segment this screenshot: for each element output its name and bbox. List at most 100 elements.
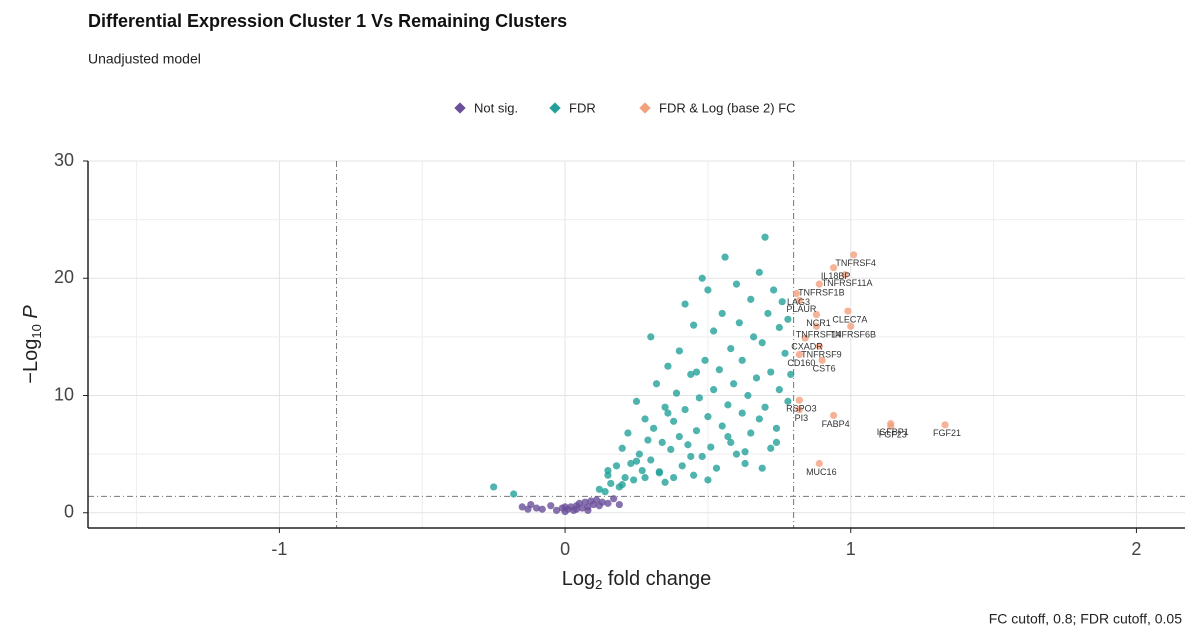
point-label: NCR1: [806, 318, 831, 328]
data-point: [532, 504, 541, 512]
data-point: [612, 462, 621, 470]
data-point: [724, 401, 732, 409]
data-point: [747, 429, 755, 437]
data-point: [655, 468, 663, 476]
data-point: [610, 495, 618, 503]
data-point: [778, 298, 786, 306]
data-point: [830, 411, 838, 420]
x-axis-title-part: 2: [595, 577, 602, 592]
data-point: [552, 506, 561, 515]
point-label: TNFRSF14: [796, 330, 842, 340]
data-point: [721, 253, 729, 261]
data-point: [781, 349, 789, 357]
data-point: [815, 459, 823, 468]
legend-label: FDR: [569, 100, 596, 115]
data-point: [770, 286, 778, 294]
data-point: [624, 429, 632, 437]
data-point: [670, 417, 678, 425]
chart-subtitle: Unadjusted model: [88, 51, 201, 67]
data-point: [692, 368, 701, 376]
data-point: [732, 280, 741, 288]
data-point: [744, 391, 752, 400]
point-label: TNFRSF6B: [830, 330, 877, 340]
data-point: [698, 274, 706, 282]
y-axis-title-part: 10: [29, 324, 44, 338]
data-point: [847, 322, 855, 330]
x-axis-title-part: Log: [562, 568, 595, 590]
data-point: [712, 464, 721, 472]
data-point: [772, 438, 781, 447]
data-point: [684, 441, 692, 449]
data-point: [732, 450, 741, 458]
data-point: [761, 233, 769, 241]
data-point: [675, 347, 683, 355]
data-point: [727, 438, 735, 447]
point-label: IL18BP: [821, 271, 851, 281]
data-point: [690, 471, 698, 479]
data-point: [604, 466, 612, 475]
data-point: [701, 356, 709, 364]
data-point: [690, 321, 698, 329]
data-point: [941, 421, 949, 429]
data-point: [664, 409, 672, 417]
data-point: [724, 432, 732, 441]
point-label: PI3: [795, 413, 809, 423]
data-point: [510, 490, 518, 498]
data-point: [718, 309, 726, 318]
data-point: [672, 389, 681, 397]
data-point: [795, 350, 803, 359]
data-point: [490, 483, 498, 491]
data-point: [887, 422, 895, 430]
y-tick-label: 30: [54, 150, 74, 170]
data-point: [658, 438, 666, 447]
point-label: MUC16: [806, 467, 837, 477]
data-point: [687, 370, 695, 378]
y-tick-label: 20: [54, 267, 74, 287]
data-point: [704, 476, 712, 484]
point-label: CD160: [787, 358, 815, 368]
point-label: TNFRSF9: [801, 350, 842, 360]
data-point: [607, 479, 615, 488]
data-point: [524, 505, 532, 513]
legend-marker: [549, 102, 561, 114]
data-point: [595, 485, 603, 493]
point-label: RSPO3: [786, 404, 817, 414]
data-point: [584, 506, 592, 515]
data-point: [578, 504, 586, 512]
point-label: CXADR: [791, 341, 823, 351]
legend-marker: [454, 102, 466, 114]
data-point: [815, 280, 823, 288]
data-point: [618, 444, 626, 452]
chart-title: Differential Expression Cluster 1 Vs Rem…: [88, 11, 567, 31]
data-point: [710, 386, 718, 394]
data-point: [547, 502, 555, 510]
data-point: [730, 380, 738, 388]
y-axis-title-part: P: [20, 305, 42, 325]
data-point: [698, 452, 706, 461]
data-point: [761, 403, 769, 411]
data-point: [678, 462, 686, 470]
data-point: [775, 386, 783, 394]
data-point: [704, 413, 712, 421]
data-point: [615, 500, 623, 509]
data-point: [650, 424, 658, 432]
x-tick-label: 0: [560, 539, 570, 559]
data-point: [647, 333, 655, 341]
data-point: [755, 268, 763, 276]
data-point: [695, 394, 703, 402]
data-point: [738, 409, 746, 417]
data-point: [727, 345, 735, 353]
data-point: [775, 323, 783, 332]
data-point: [604, 499, 612, 507]
point-label: TNFRSF4: [835, 258, 876, 268]
data-point: [652, 380, 661, 388]
legend-marker: [639, 102, 651, 114]
data-point: [661, 403, 669, 411]
data-point: [758, 339, 766, 347]
data-point: [598, 498, 606, 506]
point-label: LAG3: [787, 297, 810, 307]
data-point: [661, 478, 669, 486]
data-point: [601, 488, 609, 496]
data-point: [795, 296, 803, 305]
